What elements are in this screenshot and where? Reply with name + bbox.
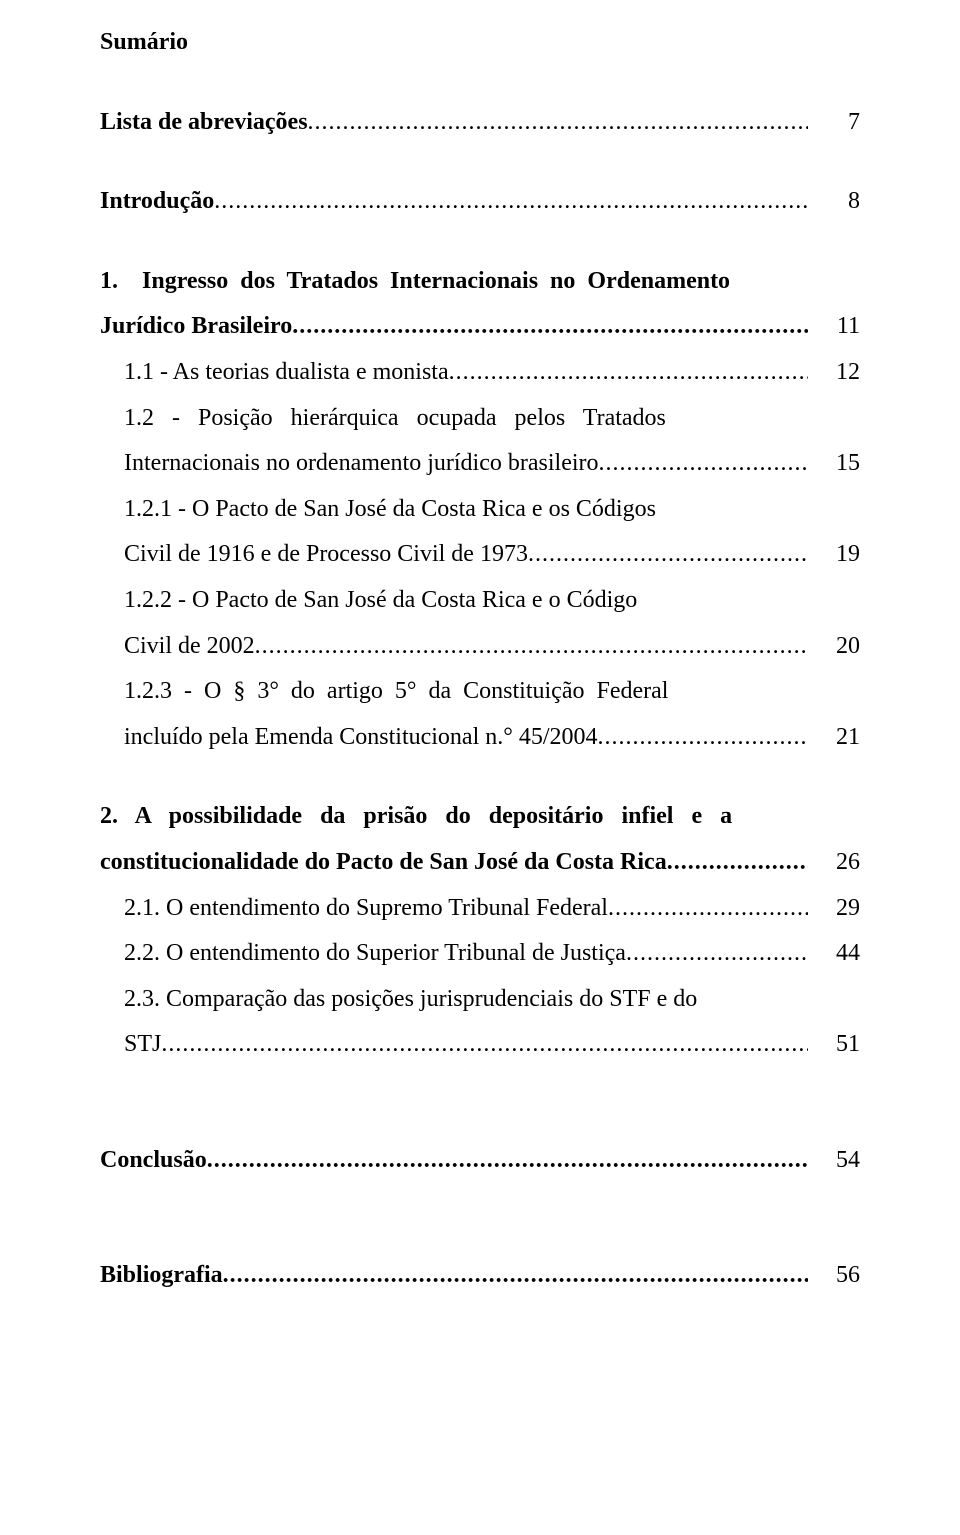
toc-label-wrap: 1.2 - Posição hierárquica ocupada pelos … (100, 396, 860, 442)
toc-label-wrap: 1.2.2 - O Pacto de San José da Costa Ric… (100, 578, 860, 624)
toc-row: Introdução .............................… (100, 179, 860, 225)
toc-label-wrap: 1.2.3 - O § 3° do artigo 5° da Constitui… (100, 669, 860, 715)
toc-label-wrap: 1. Ingresso dos Tratados Internacionais … (100, 259, 860, 305)
toc-page: 21 (808, 715, 860, 761)
toc-row: Internacionais no ordenamento jurídico b… (100, 441, 860, 487)
toc-row: constitucionalidade do Pacto de San José… (100, 840, 860, 886)
toc-row: 2.2. O entendimento do Superior Tribunal… (100, 931, 860, 977)
toc-dots: ........................................… (161, 1022, 808, 1068)
toc-label: Lista de abreviações (100, 100, 308, 146)
toc-label: Conclusão (100, 1138, 207, 1184)
toc-row: Lista de abreviações ...................… (100, 100, 860, 146)
toc-dots: ........................................… (223, 1253, 808, 1299)
toc-label: 2.1. O entendimento do Supremo Tribunal … (100, 886, 608, 932)
toc-dots: ........................................… (255, 624, 808, 670)
toc-row: Conclusão ..............................… (100, 1138, 860, 1184)
toc-label: Civil de 2002 (100, 624, 255, 670)
toc-dots: ........................................… (449, 350, 808, 396)
toc-row: Civil de 1916 e de Processo Civil de 197… (100, 532, 860, 578)
toc-label: Introdução (100, 179, 214, 225)
toc-row: 1.1 - As teorias dualista e monista ....… (100, 350, 860, 396)
toc-dots: ........................................… (626, 931, 808, 977)
toc-label: incluído pela Emenda Constitucional n.° … (100, 715, 598, 761)
toc-label-wrap: 2. A possibilidade da prisão do depositá… (100, 794, 860, 840)
toc-label-wrap: 1.2.1 - O Pacto de San José da Costa Ric… (100, 487, 860, 533)
toc-dots: ........................................… (292, 304, 808, 350)
toc-page: 56 (808, 1253, 860, 1299)
toc-label: Civil de 1916 e de Processo Civil de 197… (100, 532, 528, 578)
toc-page: 51 (808, 1022, 860, 1068)
toc-dots: ........................................… (207, 1138, 808, 1184)
toc-row: STJ ....................................… (100, 1022, 860, 1068)
toc-dots: ........................................… (214, 179, 808, 225)
toc-row: 2.1. O entendimento do Supremo Tribunal … (100, 886, 860, 932)
toc-dots: ........................................… (528, 532, 808, 578)
toc-page: 8 (808, 179, 860, 225)
toc-dots: ........................................… (667, 840, 808, 886)
toc-page: 7 (808, 100, 860, 146)
toc-label: Jurídico Brasileiro (100, 304, 292, 350)
toc-page: 15 (808, 441, 860, 487)
toc-page: 44 (808, 931, 860, 977)
page-title: Sumário (100, 20, 860, 66)
toc-label: Internacionais no ordenamento jurídico b… (100, 441, 599, 487)
toc-dots: ........................................… (608, 886, 808, 932)
toc-page: 12 (808, 350, 860, 396)
toc-page: 54 (808, 1138, 860, 1184)
toc-page: 29 (808, 886, 860, 932)
toc-label: 2.2. O entendimento do Superior Tribunal… (100, 931, 626, 977)
toc-row: incluído pela Emenda Constitucional n.° … (100, 715, 860, 761)
toc-label: STJ (100, 1022, 161, 1068)
toc-page: 26 (808, 840, 860, 886)
toc-page: 11 (808, 304, 860, 350)
toc-dots: ........................................… (599, 441, 808, 487)
toc-label: 1.1 - As teorias dualista e monista (100, 350, 449, 396)
toc-row: Jurídico Brasileiro ....................… (100, 304, 860, 350)
toc-row: Civil de 2002 ..........................… (100, 624, 860, 670)
toc-page: 19 (808, 532, 860, 578)
toc-dots: ........................................… (598, 715, 808, 761)
toc-page: 20 (808, 624, 860, 670)
toc-dots: ........................................… (308, 100, 808, 146)
toc-row: Bibliografia ...........................… (100, 1253, 860, 1299)
toc-label-wrap: 2.3. Comparação das posições jurispruden… (100, 977, 860, 1023)
toc-label: constitucionalidade do Pacto de San José… (100, 840, 667, 886)
toc-label: Bibliografia (100, 1253, 223, 1299)
